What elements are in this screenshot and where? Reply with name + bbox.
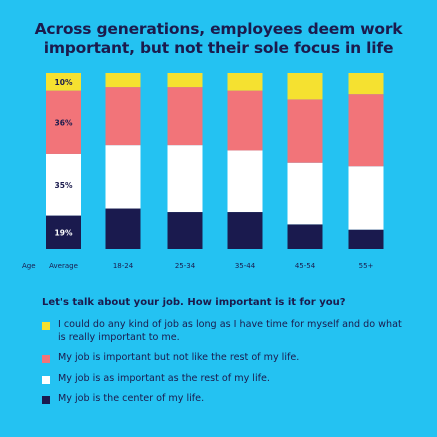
bar-segment-25-34-s0 [167, 212, 203, 249]
legend-item: My job is as important as the rest of my… [42, 373, 412, 386]
bar-segment-45-54-s0 [287, 224, 323, 249]
bar-segment-55+-s1 [348, 166, 384, 230]
bar-segment-Average-s3 [46, 73, 81, 91]
bar-segment-25-34-s2 [167, 87, 203, 146]
bar-segment-Average-s1 [46, 153, 81, 216]
bar-segment-35-44-s3 [227, 73, 263, 91]
legend-swatch [42, 355, 50, 363]
x-tick-label-35-44: 35-44 [235, 262, 256, 270]
data-label-s1: 35% [55, 181, 73, 190]
bar-segment-25-34-s3 [167, 73, 203, 88]
x-tick-label-45-54: 45-54 [295, 262, 316, 270]
bar-segment-45-54-s1 [287, 162, 323, 225]
bar-segment-55+-s0 [348, 229, 384, 249]
legend-label: I could do any kind of job as long as I … [58, 319, 402, 343]
bar-segment-18-24-s0 [105, 208, 141, 249]
legend-item: I could do any kind of job as long as I … [42, 319, 412, 344]
chart-title: Across generations, employees deem work … [0, 20, 437, 58]
bar-segment-55+-s2 [348, 94, 384, 167]
data-label-s3: 10% [55, 78, 73, 87]
bar-segment-45-54-s3 [287, 73, 323, 100]
legend-question: Let's talk about your job. How important… [42, 297, 346, 308]
legend-item: My job is the center of my life. [42, 393, 412, 406]
legend-label: My job is as important as the rest of my… [58, 372, 270, 384]
x-tick-label-25-34: 25-34 [175, 262, 196, 270]
legend-item: My job is important but not like the res… [42, 352, 412, 365]
legend-swatch [42, 396, 50, 404]
x-axis-prefix-label: Age [22, 262, 36, 270]
bar-segment-45-54-s2 [287, 99, 323, 163]
chart-title-line-2: important, but not their sole focus in l… [43, 39, 394, 57]
legend: I could do any kind of job as long as I … [42, 319, 412, 414]
bar-segment-Average-s0 [46, 215, 81, 249]
bar-segment-35-44-s1 [227, 150, 263, 213]
x-tick-label-18-24: 18-24 [113, 262, 134, 270]
legend-label: My job is the center of my life. [58, 393, 205, 404]
legend-swatch [42, 375, 50, 384]
x-tick-label-Average: Average [49, 262, 78, 270]
bar-segment-25-34-s1 [167, 145, 203, 213]
data-label-s0: 19% [55, 228, 73, 237]
bar-segment-Average-s2 [46, 90, 81, 154]
bar-segment-55+-s3 [348, 73, 384, 95]
bar-segment-35-44-s0 [227, 212, 263, 249]
legend-swatch [42, 322, 50, 330]
bar-segment-18-24-s3 [105, 73, 141, 88]
legend-label: My job is important but not like the res… [58, 352, 300, 363]
chart-title-line-1: Across generations, employees deem work [34, 20, 403, 38]
bar-segment-18-24-s1 [105, 145, 141, 209]
data-label-s2: 36% [55, 118, 73, 127]
x-tick-label-55+: 55+ [359, 262, 374, 270]
bar-segment-18-24-s2 [105, 87, 141, 146]
bar-segment-35-44-s2 [227, 90, 263, 151]
